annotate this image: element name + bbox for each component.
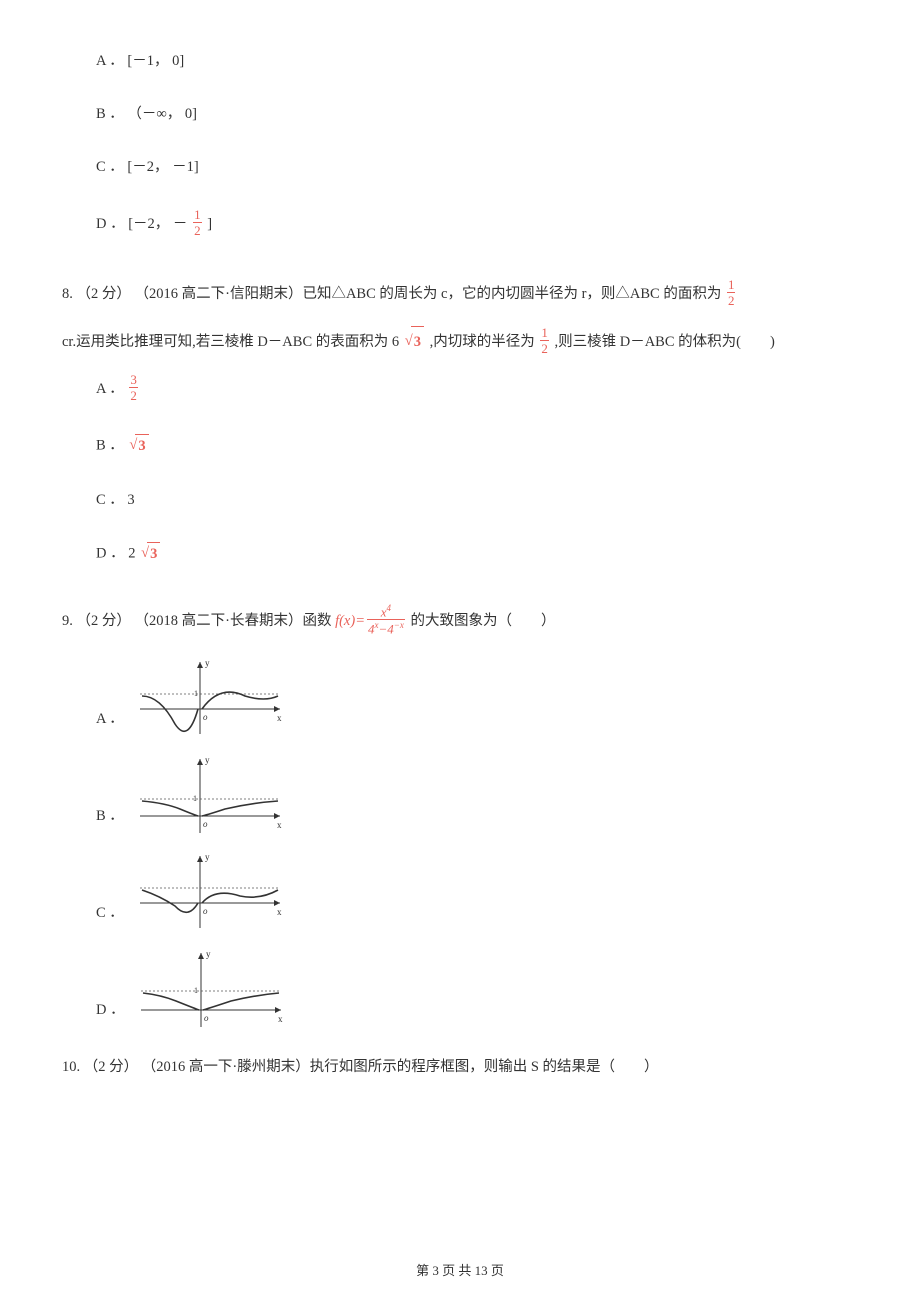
q9-c-label: C ． — [96, 902, 124, 933]
q9-stem: 9. （2 分） （2018 高二下·长春期末）函数 f(x)=x44x−4−x… — [62, 606, 858, 638]
q8-choice-c: C ． 3 — [96, 489, 858, 512]
q8-choice-d: D ． 2 √3 — [96, 542, 858, 566]
q7-d-prefix: D ． [－2， － — [96, 215, 191, 231]
q9-b-label: B ． — [96, 805, 124, 836]
fn-den-s2: −x — [394, 620, 404, 630]
q8-choice-a: A ． 32 — [96, 375, 858, 404]
graph-d: x y o 1 — [131, 945, 291, 1030]
q8-b-prefix: B ． — [96, 438, 127, 454]
q9-stem-prefix: 9. （2 分） （2018 高二下·长春期末）函数 — [62, 613, 335, 629]
q9-choice-a: A ． x y o 1 — [96, 654, 858, 739]
q8-a-prefix: A ． — [96, 381, 127, 397]
q8-stem: 8. （2 分） （2016 高二下·信阳期末）已知△ABC 的周长为 c，它的… — [62, 279, 858, 311]
q9-a-label: A ． — [96, 708, 124, 739]
svg-text:1: 1 — [194, 986, 198, 995]
svg-text:x: x — [277, 713, 282, 723]
page-footer: 第 3 页 共 13 页 — [0, 1261, 920, 1282]
svg-text:o: o — [203, 712, 208, 722]
graph-a: x y o 1 — [130, 654, 290, 739]
q8-stem-text-1: 8. （2 分） （2016 高二下·信阳期末）已知△ABC 的周长为 c，它的… — [62, 286, 725, 302]
q7-choice-c: C ． [－2， －1] — [96, 156, 858, 179]
q7-choice-b: B ． （－∞， 0] — [96, 103, 858, 126]
svg-text:o: o — [203, 819, 208, 829]
fn-den-b: −4 — [378, 622, 393, 637]
svg-text:x: x — [277, 907, 282, 917]
sqrt-3: √3 — [129, 434, 148, 458]
q9-formula-lhs: f(x)= — [335, 613, 365, 629]
q7-choice-d: D ． [－2， － 12 ] — [96, 210, 858, 239]
q8-stem-text-2a: cr.运用类比推理可知,若三棱椎 D－ABC 的表面积为 6 — [62, 334, 403, 350]
sqrt-3: √3 — [141, 542, 160, 566]
svg-text:o: o — [203, 906, 208, 916]
fraction-1-2: 12 — [727, 278, 736, 307]
exam-page: A ． [－1， 0] B ． （－∞， 0] C ． [－2， －1] D ．… — [0, 0, 920, 1302]
q8-d-prefix: D ． 2 — [96, 545, 139, 561]
svg-text:y: y — [205, 658, 210, 668]
q8-stem-line2: cr.运用类比推理可知,若三棱椎 D－ABC 的表面积为 6 √3 ,内切球的半… — [62, 326, 858, 359]
svg-text:x: x — [277, 820, 282, 830]
q8-stem-text-2c: ,则三棱锥 D－ABC 的体积为( ) — [551, 334, 775, 350]
fraction-3-2: 32 — [129, 373, 138, 402]
q9-choice-b: B ． x y o 1 — [96, 751, 858, 836]
svg-text:y: y — [205, 852, 210, 862]
fraction-1-2: 12 — [540, 326, 549, 355]
svg-text:1: 1 — [194, 689, 198, 698]
q8-choice-b: B ． √3 — [96, 434, 858, 458]
q9-choice-c: C ． x y o — [96, 848, 858, 933]
q8-stem-text-2b: ,内切球的半径为 — [426, 334, 538, 350]
svg-text:1: 1 — [193, 794, 197, 803]
fraction-1-2: 12 — [193, 208, 202, 237]
q10-stem: 10. （2 分） （2016 高一下·滕州期末）执行如图所示的程序框图，则输出… — [62, 1052, 858, 1084]
graph-c: x y o — [130, 848, 290, 933]
q9-formula: f(x)=x44x−4−x — [335, 613, 407, 629]
q9-d-label: D ． — [96, 999, 125, 1030]
graph-b: x y o 1 — [130, 751, 290, 836]
svg-text:y: y — [205, 755, 210, 765]
q7-choice-a: A ． [－1， 0] — [96, 50, 858, 73]
q9-stem-suffix: 的大致图象为（ ） — [407, 613, 556, 629]
q7-d-suffix: ] — [204, 215, 212, 231]
svg-text:y: y — [206, 949, 211, 959]
svg-text:o: o — [204, 1013, 209, 1023]
svg-text:x: x — [278, 1014, 283, 1024]
fn-num-sup: 4 — [387, 603, 392, 613]
q9-choice-d: D ． x y o 1 — [96, 945, 858, 1030]
sqrt-3: √3 — [405, 326, 424, 359]
